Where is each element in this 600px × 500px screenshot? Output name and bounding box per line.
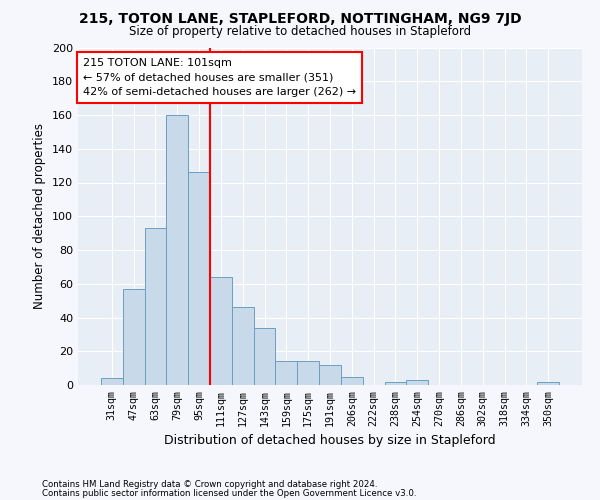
Y-axis label: Number of detached properties: Number of detached properties — [34, 123, 46, 309]
Bar — [254, 328, 275, 385]
Text: Contains HM Land Registry data © Crown copyright and database right 2024.: Contains HM Land Registry data © Crown c… — [42, 480, 377, 489]
Bar — [188, 172, 210, 385]
Bar — [232, 308, 254, 385]
Text: 215 TOTON LANE: 101sqm
← 57% of detached houses are smaller (351)
42% of semi-de: 215 TOTON LANE: 101sqm ← 57% of detached… — [83, 58, 356, 97]
Bar — [123, 289, 145, 385]
Bar — [319, 365, 341, 385]
Bar — [341, 376, 363, 385]
Text: Size of property relative to detached houses in Stapleford: Size of property relative to detached ho… — [129, 25, 471, 38]
Text: 215, TOTON LANE, STAPLEFORD, NOTTINGHAM, NG9 7JD: 215, TOTON LANE, STAPLEFORD, NOTTINGHAM,… — [79, 12, 521, 26]
Text: Contains public sector information licensed under the Open Government Licence v3: Contains public sector information licen… — [42, 488, 416, 498]
Bar — [297, 362, 319, 385]
Bar — [537, 382, 559, 385]
X-axis label: Distribution of detached houses by size in Stapleford: Distribution of detached houses by size … — [164, 434, 496, 447]
Bar — [406, 380, 428, 385]
Bar — [210, 277, 232, 385]
Bar — [275, 362, 297, 385]
Bar — [145, 228, 166, 385]
Bar — [101, 378, 123, 385]
Bar — [385, 382, 406, 385]
Bar — [166, 115, 188, 385]
